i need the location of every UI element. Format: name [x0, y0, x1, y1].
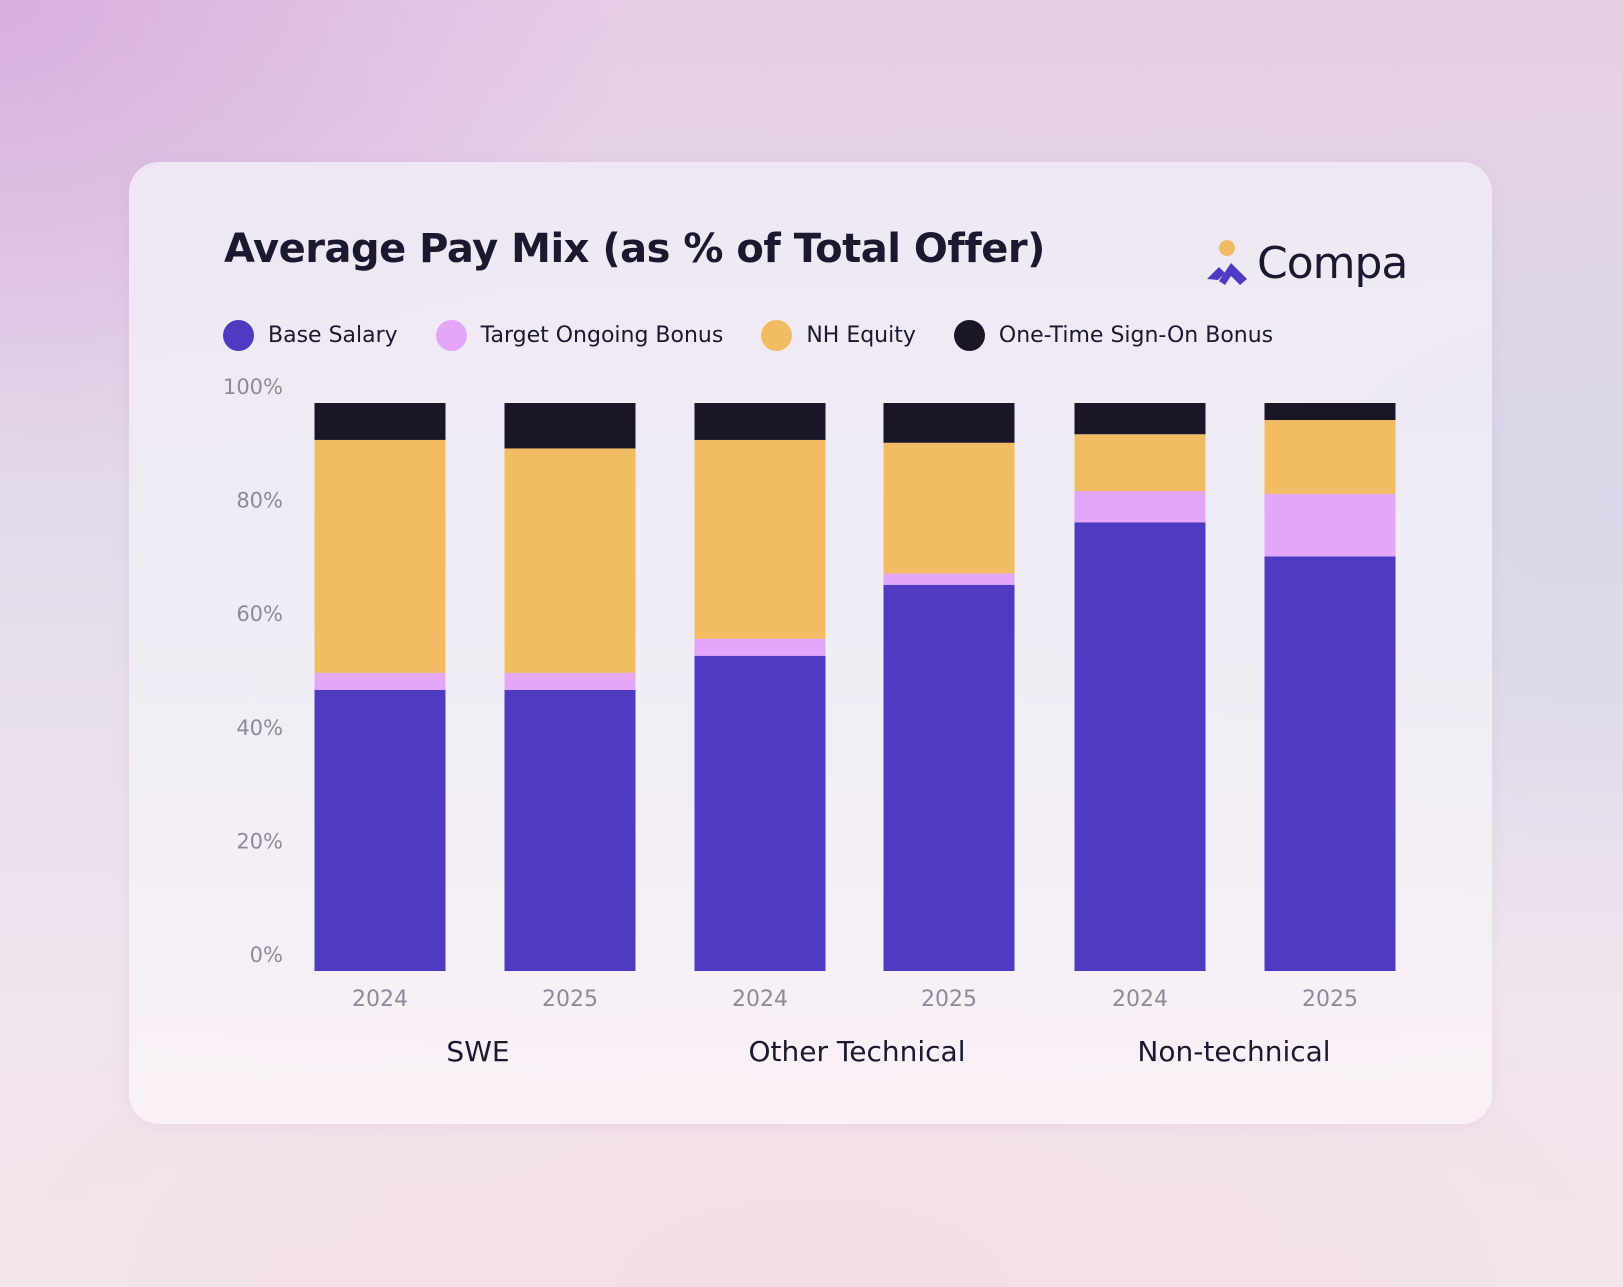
bar-segment-swe-2024-one-time-sign-on-bonus	[314, 403, 446, 440]
bar-segment-other-technical-2024-nh-equity	[694, 439, 826, 639]
chart-title: Average Pay Mix (as % of Total Offer)	[224, 226, 1045, 272]
y-tick-label-40: 40%	[236, 716, 283, 740]
stacked-bar-chart: 0% 20% 40% 60% 80% 100% 2024 2025 2024 2025 2024 20…	[223, 375, 1396, 1068]
legend-swatch-base-salary	[223, 319, 254, 351]
bar-segment-other-technical-2025-one-time-sign-on-bonus	[883, 403, 1015, 443]
bar-segment-non-technical-2024-nh-equity	[1074, 434, 1206, 492]
bar-segment-swe-2024-base-salary	[314, 689, 446, 971]
legend-swatch-sign-on-bonus	[953, 319, 985, 351]
group-label-other-technical: Other Technical	[749, 1035, 966, 1068]
legend-item-base-salary: Base Salary	[223, 319, 398, 351]
bar-segment-non-technical-2024-target-ongoing-bonus	[1074, 491, 1206, 523]
legend-item-nh-equity: NH Equity	[761, 319, 916, 351]
x-tick-label-other-technical-2025: 2025	[921, 987, 977, 1012]
y-tick-label-20: 20%	[236, 829, 283, 853]
x-tick-label-non-technical-2024: 2024	[1112, 987, 1168, 1012]
bar-segment-swe-2025-target-ongoing-bonus	[504, 672, 636, 690]
compa-logo-icon	[1207, 240, 1247, 285]
bar-segment-non-technical-2025-base-salary	[1264, 556, 1396, 971]
y-tick-label-80: 80%	[236, 489, 283, 513]
bar-segment-other-technical-2024-target-ongoing-bonus	[694, 638, 826, 656]
bar-segment-non-technical-2025-one-time-sign-on-bonus	[1264, 403, 1396, 421]
bar-segment-swe-2025-nh-equity	[504, 448, 636, 673]
y-tick-label-100: 100%	[223, 375, 283, 399]
bar-segment-swe-2025-one-time-sign-on-bonus	[504, 403, 636, 449]
bar-segment-other-technical-2025-nh-equity	[883, 442, 1015, 574]
bar-segment-non-technical-2025-target-ongoing-bonus	[1264, 493, 1396, 557]
bar-segment-other-technical-2025-base-salary	[883, 584, 1015, 971]
bar-segment-non-technical-2025-nh-equity	[1264, 420, 1396, 494]
bar-segment-non-technical-2024-base-salary	[1074, 522, 1206, 971]
x-tick-label-other-technical-2024: 2024	[732, 987, 788, 1012]
legend-label-target-ongoing-bonus: Target Ongoing Bonus	[480, 322, 724, 348]
legend-swatch-target-ongoing-bonus	[435, 319, 467, 351]
group-label-swe: SWE	[446, 1035, 509, 1068]
bar-segment-swe-2024-target-ongoing-bonus	[314, 672, 446, 690]
y-tick-label-60: 60%	[236, 602, 283, 626]
legend-label-base-salary: Base Salary	[268, 322, 398, 348]
bar-segment-other-technical-2024-base-salary	[694, 655, 826, 971]
x-tick-label-swe-2024: 2024	[352, 987, 408, 1012]
bar-segment-other-technical-2024-one-time-sign-on-bonus	[694, 403, 826, 440]
legend-item-target-ongoing-bonus: Target Ongoing Bonus	[435, 319, 724, 351]
y-tick-label-0: 0%	[250, 943, 283, 967]
bar-segment-swe-2025-base-salary	[504, 689, 636, 971]
bar-segment-non-technical-2024-one-time-sign-on-bonus	[1074, 403, 1206, 435]
x-tick-label-non-technical-2025: 2025	[1302, 987, 1358, 1012]
chart-legend: Base Salary Target Ongoing Bonus NH Equi…	[223, 317, 1311, 353]
chart-card: Average Pay Mix (as % of Total Offer) Co…	[129, 162, 1492, 1124]
legend-label-nh-equity: NH Equity	[806, 322, 916, 348]
legend-item-sign-on-bonus: One-Time Sign-On Bonus	[953, 319, 1274, 351]
bar-segment-swe-2024-nh-equity	[314, 439, 446, 673]
brand-logo: Compa	[1205, 234, 1408, 294]
bar-segment-other-technical-2025-target-ongoing-bonus	[883, 573, 1015, 585]
brand-name: Compa	[1257, 238, 1408, 289]
x-tick-label-swe-2025: 2025	[542, 987, 598, 1012]
legend-label-sign-on-bonus: One-Time Sign-On Bonus	[998, 322, 1274, 348]
legend-swatch-nh-equity	[761, 319, 793, 351]
group-label-non-technical: Non-technical	[1137, 1035, 1330, 1068]
